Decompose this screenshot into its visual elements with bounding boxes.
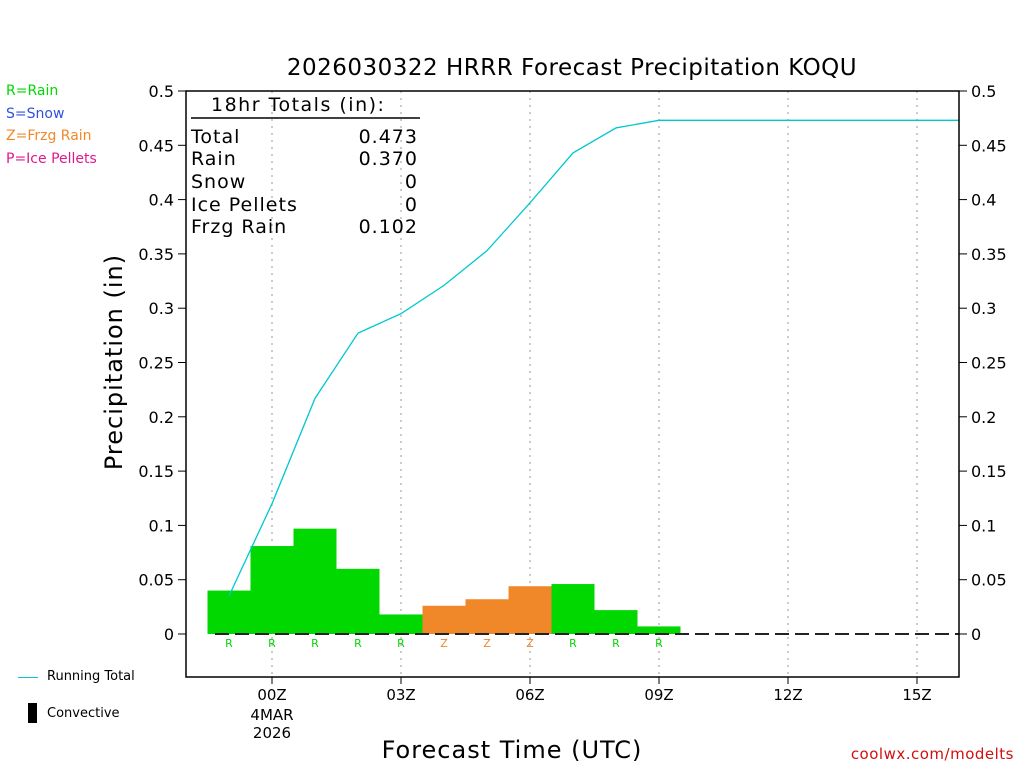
precip-type-letter: Z [483,637,491,650]
totals-label-ice-pellets: Ice Pellets [191,194,298,216]
precip-bar [465,599,509,634]
y-tick-label-left: 0.35 [138,245,174,264]
y-tick-label-right: 0.25 [971,354,1007,373]
y-tick-label-left: 0.05 [138,571,174,590]
totals-label-frzg-rain: Frzg Rain [191,216,287,238]
y-tick-label-right: 0 [971,625,981,644]
precip-type-letter: R [612,637,620,650]
precip-bar [594,610,638,634]
y-tick-label-right: 0.45 [971,136,1007,155]
y-tick-label-left: 0 [164,625,174,644]
legend-snow: S=Snow [6,105,65,122]
running-total-legend-label: Running Total [47,669,135,684]
y-tick-label-left: 0.25 [138,354,174,373]
x-tick-label: 15Z [902,686,931,704]
x-axis-label: Forecast Time (UTC) [382,736,643,764]
precip-type-letter: R [397,637,405,650]
y-tick-label-right: 0.5 [971,82,996,101]
x-tick-label: 03Z [386,686,415,704]
legend-rain: R=Rain [6,83,59,99]
y-tick-label-right: 0.35 [971,245,1007,264]
y-axis-label: Precipitation (in) [100,254,128,470]
y-tick-label-left: 0.15 [138,462,174,481]
y-tick-label-right: 0.15 [971,462,1007,481]
chart-title: 2026030322 HRRR Forecast Precipitation K… [287,55,857,81]
totals-value-total: 0.473 [359,126,418,148]
precip-bar [207,590,251,634]
precip-bar [336,568,380,634]
legend-ice-pellets: P=Ice Pellets [6,150,97,167]
totals-label-snow: Snow [191,171,246,193]
totals-value-frzg-rain: 0.102 [359,216,418,238]
y-tick-label-right: 0.05 [971,571,1007,590]
x-date-label-year: 2026 [253,724,291,742]
running-total-legend-line [18,677,38,678]
convective-legend-swatch [28,703,37,723]
totals-box: 18hr Totals (in): Total 0.473 Rain 0.370… [190,94,420,238]
y-tick-label-left: 0.1 [149,516,174,535]
x-date-label-day: 4MAR [250,706,293,724]
precip-type-letter: Z [526,637,534,650]
totals-value-rain: 0.370 [359,148,418,170]
precip-bar [508,586,552,634]
totals-value-snow: 0 [405,171,418,193]
totals-title: 18hr Totals (in): [211,94,385,116]
convective-legend-label: Convective [47,706,120,721]
x-tick-label: 12Z [773,686,802,704]
totals-label-rain: Rain [191,148,237,170]
x-tick-label: 06Z [515,686,544,704]
y-tick-label-left: 0.2 [149,408,174,427]
precip-type-legend: R=Rain S=Snow Z=Frzg Rain P=Ice Pellets [6,80,97,170]
precip-type-letter: R [354,637,362,650]
y-tick-label-left: 0.45 [138,136,174,155]
precip-type-letter: R [311,637,319,650]
source-credit: coolwx.com/modelts [850,745,1014,763]
precip-type-letter: Z [440,637,448,650]
precip-bar [293,528,337,634]
precip-type-letter: R [225,637,233,650]
y-tick-label-left: 0.4 [149,191,174,210]
precip-bar [551,584,595,634]
y-tick-label-right: 0.1 [971,516,996,535]
totals-label-total: Total [190,126,240,148]
precip-type-letter: R [655,637,663,650]
precip-type-letter: R [569,637,577,650]
precip-bar [637,626,681,634]
precip-type-letter: R [268,637,276,650]
y-tick-label-right: 0.3 [971,299,996,318]
y-tick-label-left: 0.3 [149,299,174,318]
plot-frame [185,90,960,678]
precip-bar [379,614,423,634]
legend-frzg-rain: Z=Frzg Rain [6,128,92,144]
precip-bar [422,605,466,634]
precip-bar [250,546,294,634]
y-tick-label-right: 0.4 [971,191,996,210]
running-total-line [228,119,959,597]
y-tick-label-right: 0.2 [971,408,996,427]
totals-value-ice-pellets: 0 [405,194,418,216]
x-tick-label: 09Z [644,686,673,704]
y-tick-label-left: 0.5 [149,82,174,101]
x-tick-label: 00Z [257,686,286,704]
